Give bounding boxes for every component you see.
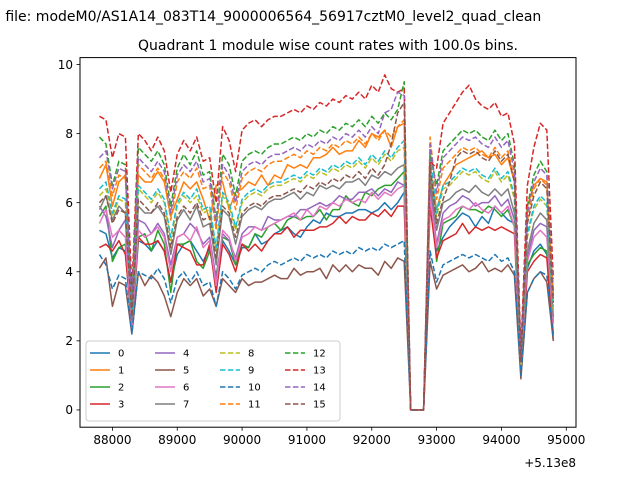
y-tick-label: 10 xyxy=(58,58,73,72)
figure-suptitle: n file: modeM0/AS1A14_083T14_9000006564_… xyxy=(0,9,541,25)
series-line-9 xyxy=(98,139,555,411)
series-line-12 xyxy=(98,81,555,411)
y-tick-label: 6 xyxy=(65,196,73,210)
legend-label-13: 13 xyxy=(313,366,326,377)
chart-title: Quadrant 1 module wise count rates with … xyxy=(138,38,518,54)
x-tick-label: 95000 xyxy=(547,433,585,447)
series-line-3 xyxy=(99,205,555,411)
plot-frame xyxy=(79,57,577,428)
x-tick-label: 89000 xyxy=(158,433,196,447)
series-line-15 xyxy=(98,101,555,411)
legend-box xyxy=(85,340,341,422)
legend-label-9: 9 xyxy=(248,366,254,377)
y-tick-label: 8 xyxy=(65,127,73,141)
legend-label-5: 5 xyxy=(183,366,189,377)
legend-label-2: 2 xyxy=(118,383,124,394)
legend-label-12: 12 xyxy=(313,349,326,360)
y-tick-label: 4 xyxy=(65,265,73,279)
legend-label-14: 14 xyxy=(313,383,326,394)
x-offset-label: +5.13e8 xyxy=(524,456,576,470)
series-line-13 xyxy=(99,74,555,411)
legend-label-10: 10 xyxy=(248,383,261,394)
legend-label-7: 7 xyxy=(183,400,189,411)
x-tick-label: 90000 xyxy=(223,433,261,447)
legend-label-11: 11 xyxy=(248,400,261,411)
x-tick-label: 93000 xyxy=(418,433,456,447)
legend-label-1: 1 xyxy=(118,366,124,377)
legend-label-15: 15 xyxy=(313,400,326,411)
series-line-10 xyxy=(98,239,555,411)
x-tick-label: 88000 xyxy=(93,433,131,447)
legend-label-6: 6 xyxy=(183,383,189,394)
series-line-7 xyxy=(98,163,555,411)
series-layer xyxy=(98,74,555,411)
legend-label-0: 0 xyxy=(118,349,124,360)
legend-label-3: 3 xyxy=(118,400,124,411)
series-line-5 xyxy=(98,257,555,411)
x-tick-label: 92000 xyxy=(353,433,391,447)
axes-layer: 88000 89000 90000 91000 92000 93000 94000 95000… xyxy=(58,58,586,447)
x-tick-label: 94000 xyxy=(482,433,520,447)
x-tick-label: 91000 xyxy=(288,433,326,447)
legend-label-8: 8 xyxy=(248,349,254,360)
series-line-6 xyxy=(98,184,555,411)
y-tick-label: 0 xyxy=(65,403,73,417)
series-line-11 xyxy=(98,119,555,411)
y-tick-label: 2 xyxy=(65,334,73,348)
legend-label-4: 4 xyxy=(183,349,189,360)
